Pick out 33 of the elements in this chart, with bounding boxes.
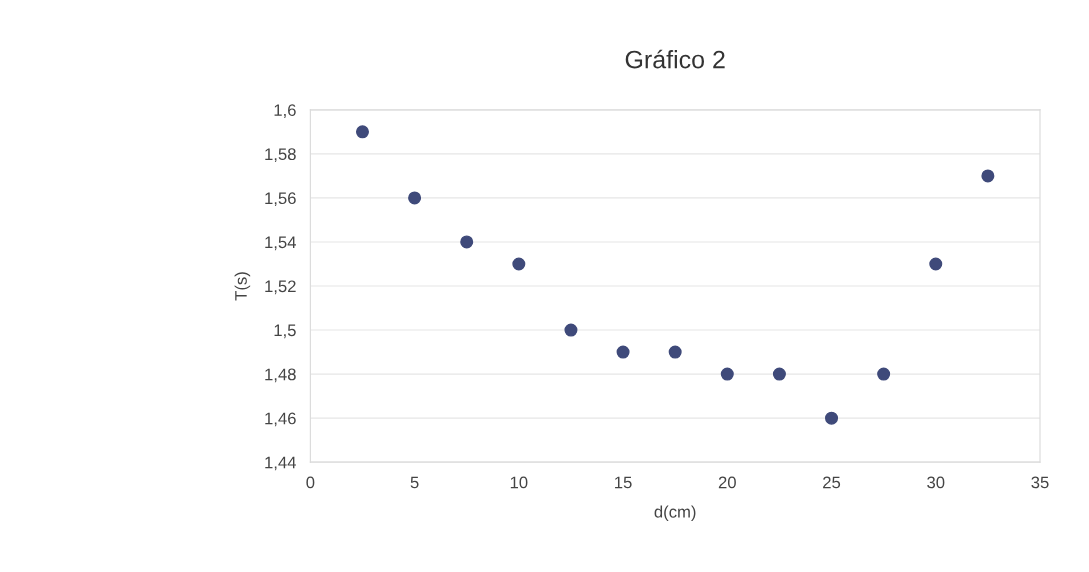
y-tick-label: 1,58 (265, 148, 296, 163)
x-tick-label: 20 (718, 476, 736, 489)
chart-title: Gráfico 2 (625, 49, 725, 69)
y-tick-label: 1,6 (274, 104, 296, 118)
point (720, 367, 734, 381)
y-axis-title: T(s) (234, 272, 251, 301)
y-tick-label: 1,5 (274, 324, 296, 339)
point (512, 257, 526, 271)
point (355, 125, 369, 139)
x-tick-label: 0 (306, 476, 315, 489)
x-tick-label: 30 (927, 476, 945, 489)
x-tick-label: 10 (510, 476, 528, 489)
x-tick-label: 15 (615, 476, 632, 489)
y-tick-label: 1,46 (265, 412, 296, 427)
y-tick-label: 1,54 (265, 236, 296, 251)
point (564, 323, 578, 337)
point (772, 367, 786, 381)
point (408, 191, 422, 205)
x-tick-label: 25 (823, 476, 841, 489)
x-tick-label: 5 (410, 476, 419, 489)
x-tick-label: 35 (1031, 476, 1049, 489)
x-axis-title: d(cm) (654, 505, 696, 522)
y-tick-label: 1,56 (265, 192, 296, 207)
point (877, 367, 891, 381)
point (825, 411, 839, 425)
point (460, 235, 474, 249)
point (616, 345, 630, 359)
point (929, 257, 943, 271)
point (668, 345, 682, 359)
y-tick-label: 1,48 (265, 368, 296, 383)
y-tick-label: 1,52 (265, 280, 296, 295)
point (981, 169, 995, 183)
y-tick-label: 1,44 (265, 456, 296, 471)
